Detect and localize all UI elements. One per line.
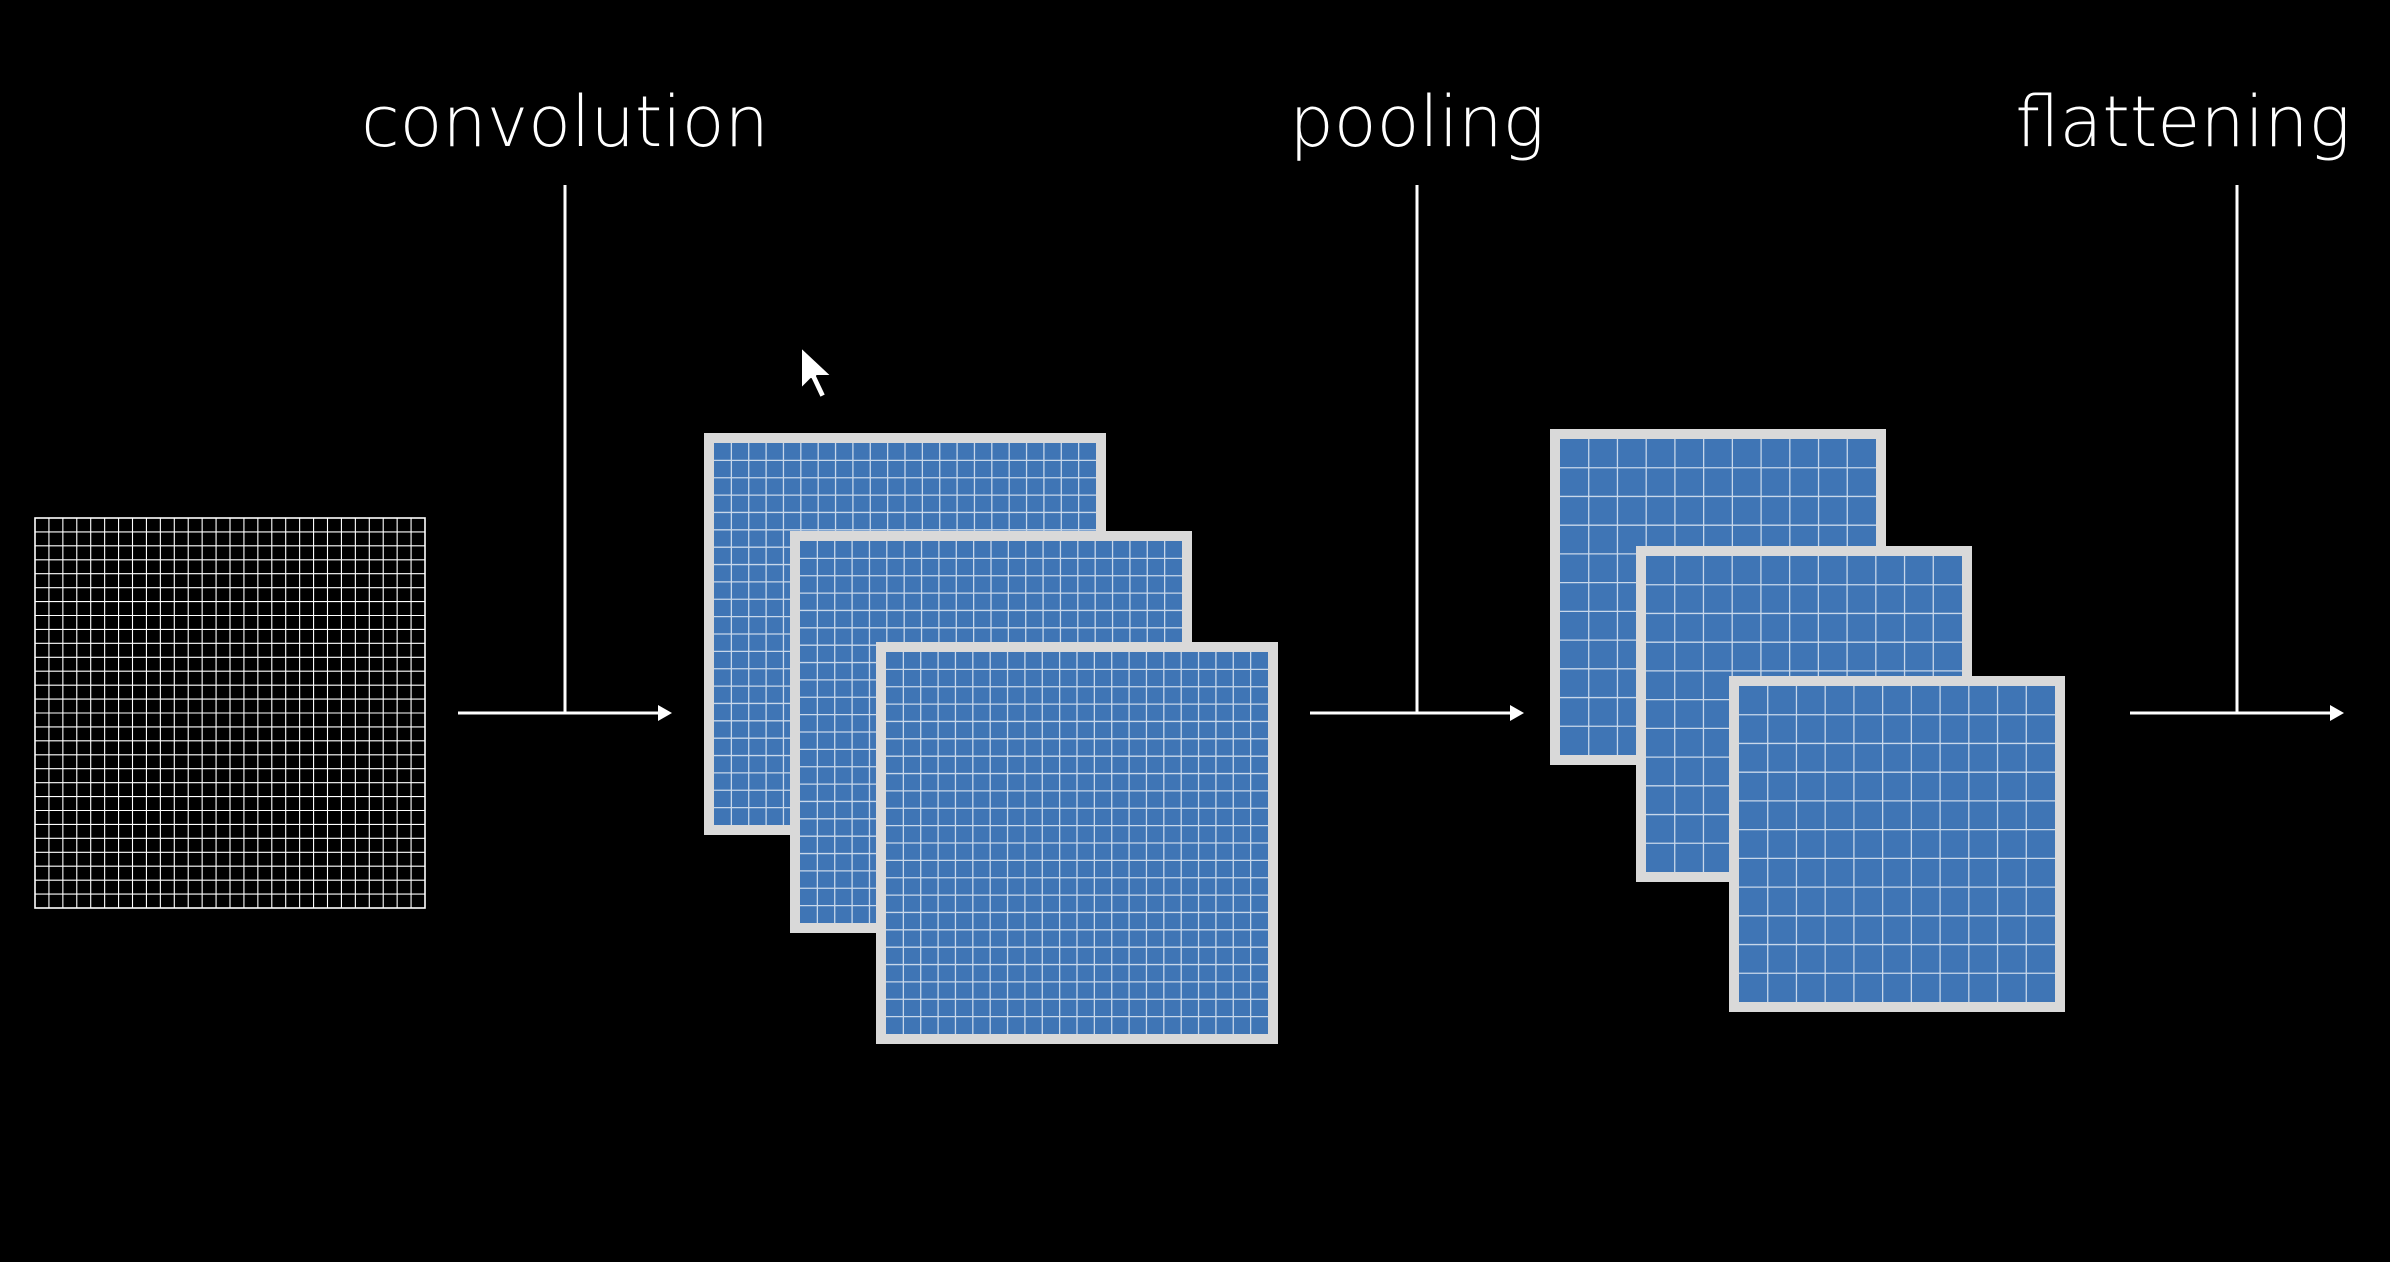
input-grid-lines (35, 518, 425, 908)
flattening-label: flattening (2015, 81, 2350, 163)
pooled-map-3 (1729, 676, 2065, 1012)
convolution-map-3 (876, 642, 1278, 1044)
convolution-connector (458, 185, 672, 721)
pooling-arrowhead-icon (1510, 705, 1524, 721)
input-image-grid (34, 517, 426, 909)
pooling-label: pooling (1289, 81, 1544, 163)
convolution-label: convolution (361, 81, 769, 163)
flattening-connector (2130, 185, 2344, 721)
mouse-pointer-icon (800, 346, 833, 399)
convolution-arrowhead-icon (658, 705, 672, 721)
pooling-connector (1310, 185, 1524, 721)
pooled-map-grid-lines (1739, 686, 2055, 1002)
pooled-map-fill (1739, 686, 2055, 1002)
convolution-feature-maps (704, 433, 1278, 1044)
flattening-arrowhead-icon (2330, 705, 2344, 721)
pooled-feature-maps (1550, 429, 2065, 1012)
convolution-map-grid-lines (886, 652, 1268, 1034)
